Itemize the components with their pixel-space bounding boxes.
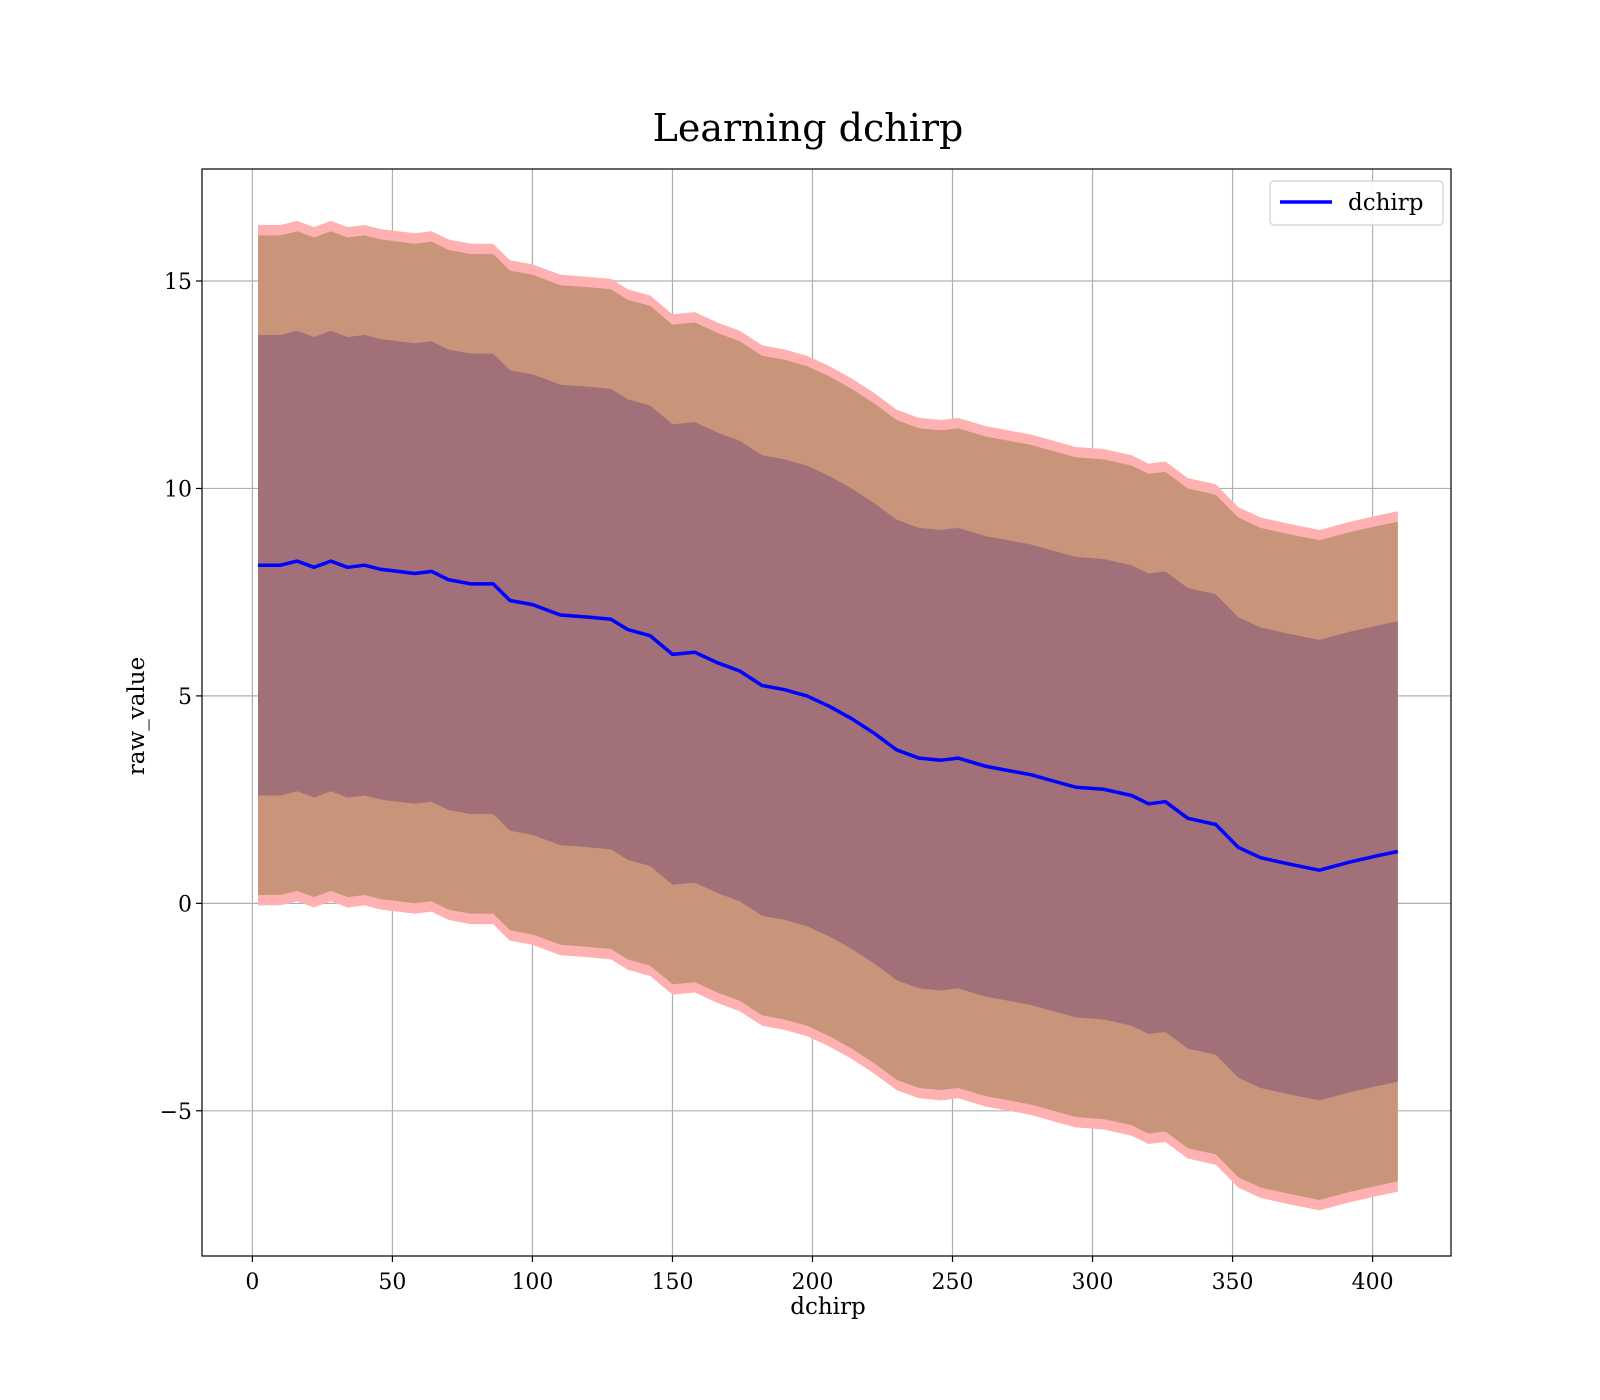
y-tick-label: 10: [164, 477, 192, 502]
x-tick-label: 250: [932, 1270, 974, 1295]
legend-box: [1269, 180, 1444, 226]
lines: [258, 559, 1399, 872]
y-tick-label: −5: [160, 1100, 192, 1125]
confidence-band-3: [258, 330, 1398, 1101]
x-axis-label: dchirp: [790, 1294, 866, 1320]
y-axis-ticks: −5 0 5 10 15: [160, 270, 202, 1125]
legend-label-dchirp: dchirp: [1348, 190, 1424, 216]
x-tick-label: 200: [791, 1270, 833, 1295]
x-tick-label: 300: [1072, 1270, 1114, 1295]
y-tick-label: 15: [164, 270, 192, 295]
y-tick-label: 5: [178, 685, 192, 710]
x-tick-label: 350: [1212, 1270, 1254, 1295]
plot-frame: [201, 168, 1452, 1257]
x-axis-ticks: 0 50 100 150 200 250 300 350 400: [245, 1256, 1394, 1295]
x-tick-label: 100: [511, 1270, 553, 1295]
legend: dchirp: [1269, 180, 1444, 226]
bands: [258, 220, 1398, 1211]
x-tick-label: 400: [1352, 1270, 1394, 1295]
y-axis-label: raw_value: [124, 657, 150, 775]
x-tick-label: 0: [245, 1270, 259, 1295]
x-tick-label: 50: [378, 1270, 406, 1295]
series-line-dchirp: [258, 559, 1399, 872]
y-tick-label: 0: [178, 892, 192, 917]
chart-title: Learning dchirp: [653, 106, 964, 150]
x-tick-label: 150: [651, 1270, 693, 1295]
